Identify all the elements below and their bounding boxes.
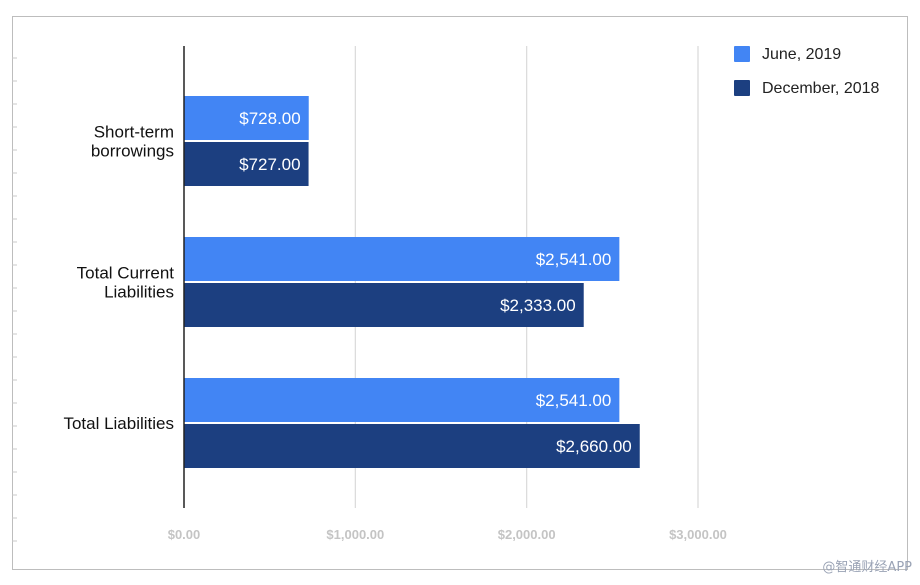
x-tick-label: $1,000.00 xyxy=(326,527,384,542)
bar-value-label: $728.00 xyxy=(239,109,300,128)
bar-value-label: $2,541.00 xyxy=(536,250,612,269)
bar xyxy=(184,283,584,327)
x-tick-label: $0.00 xyxy=(168,527,201,542)
category-label: Total Current xyxy=(77,264,175,283)
category-label: Total Liabilities xyxy=(63,414,174,433)
category-label: borrowings xyxy=(91,142,174,161)
legend-swatch xyxy=(734,46,750,62)
bar-value-label: $2,660.00 xyxy=(556,437,632,456)
x-tick-label: $2,000.00 xyxy=(498,527,556,542)
watermark-text: @智通财经APP xyxy=(822,560,912,575)
bar-value-label: $2,541.00 xyxy=(536,391,612,410)
bar xyxy=(184,424,640,468)
category-label: Liabilities xyxy=(104,283,174,302)
legend-label: June, 2019 xyxy=(762,46,841,63)
bar xyxy=(184,142,309,186)
x-tick-label: $3,000.00 xyxy=(669,527,727,542)
bar xyxy=(184,378,620,422)
bar-value-label: $727.00 xyxy=(239,155,300,174)
bar xyxy=(184,96,309,140)
bar-value-label: $2,333.00 xyxy=(500,296,576,315)
category-label: Short-term xyxy=(94,123,174,142)
legend-swatch xyxy=(734,80,750,96)
bar xyxy=(184,237,620,281)
legend-label: December, 2018 xyxy=(762,80,880,97)
